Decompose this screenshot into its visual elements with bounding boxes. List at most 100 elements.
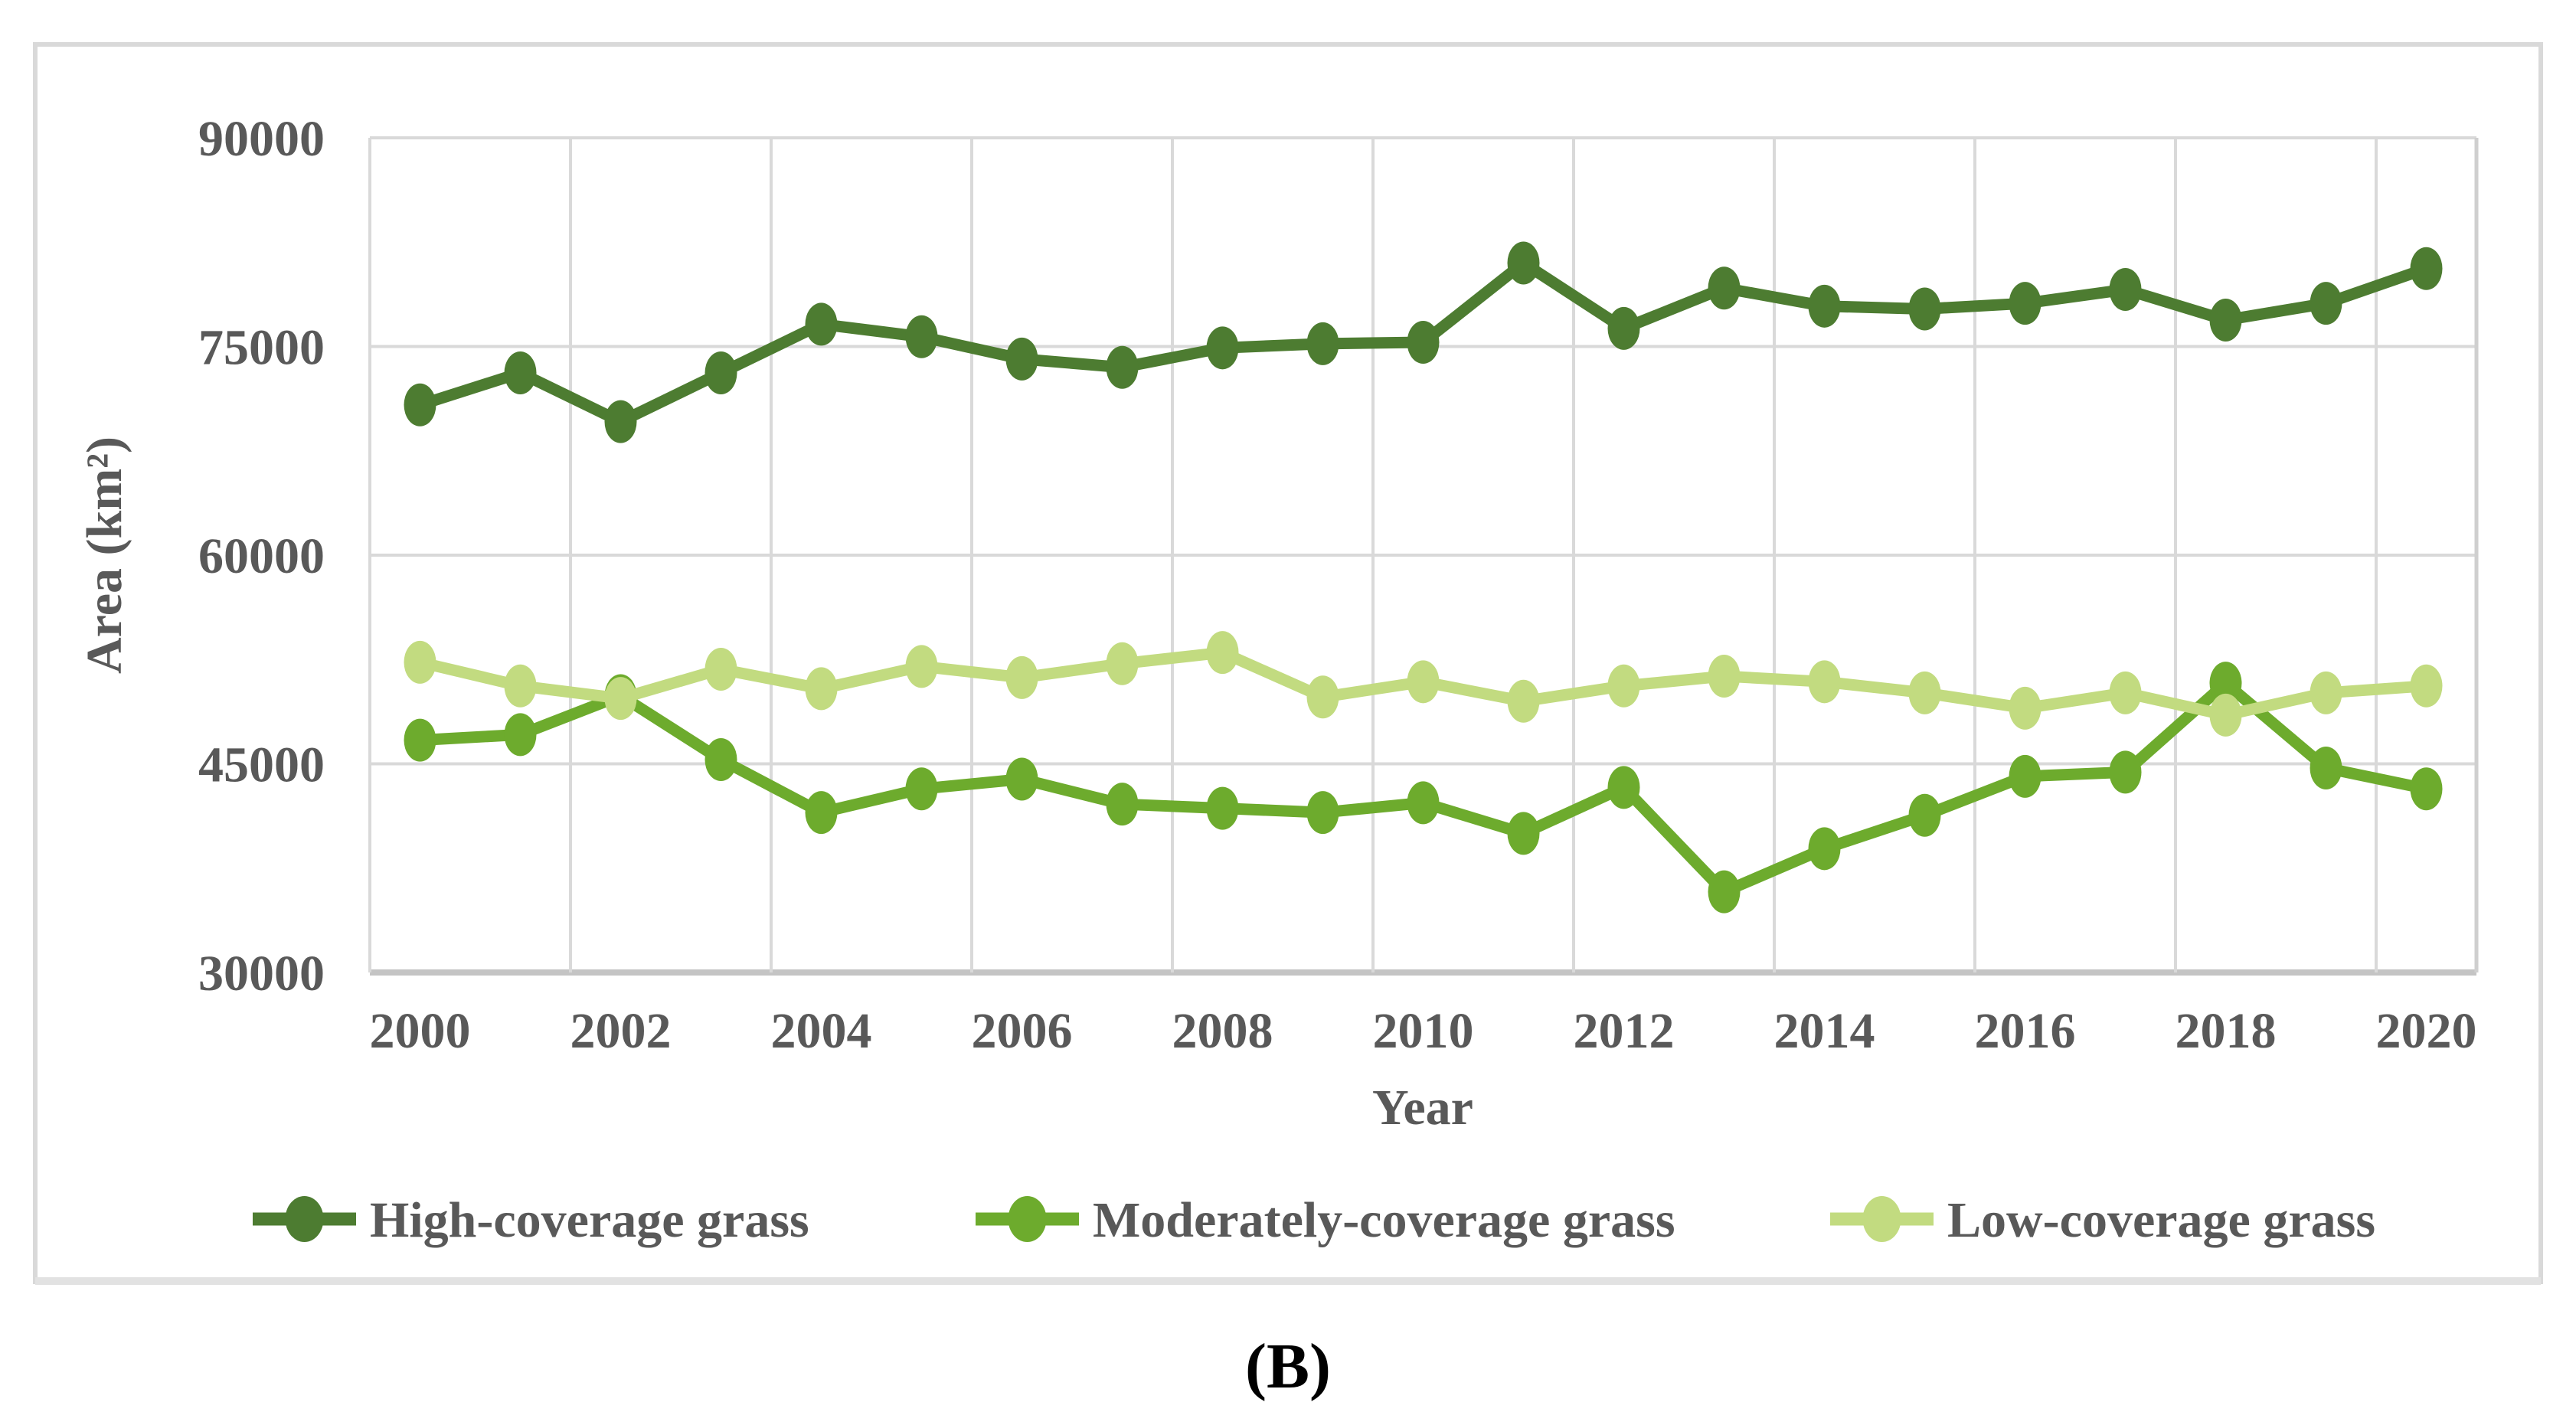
y-tick-label: 90000 <box>198 111 325 167</box>
x-tick-label: 2010 <box>1373 1003 1474 1059</box>
data-point <box>504 664 537 708</box>
y-tick-label: 75000 <box>198 320 325 376</box>
data-point <box>2009 686 2042 730</box>
legend-item: Low-coverage grass <box>1830 1192 2375 1248</box>
data-point <box>905 315 938 358</box>
data-point <box>1908 287 1941 331</box>
data-point <box>704 351 737 395</box>
x-tick-labels: 2000 2002 2004 2006 2008 2010 2012 2014 2016 2018… <box>370 1003 2477 1059</box>
data-point <box>2209 693 2242 737</box>
data-point <box>2310 671 2342 714</box>
data-point <box>2410 247 2443 290</box>
x-tick-label: 2012 <box>1574 1003 1675 1059</box>
data-point <box>1808 660 1841 704</box>
data-point <box>805 667 838 711</box>
data-point <box>1407 660 1440 704</box>
data-point <box>905 645 938 688</box>
data-point <box>1206 631 1239 675</box>
data-point <box>504 351 537 395</box>
legend-label: Moderately-coverage grass <box>1093 1192 1675 1248</box>
data-point <box>1407 321 1440 364</box>
data-point <box>1005 655 1038 699</box>
data-point <box>1908 793 1941 837</box>
legend-label: High-coverage grass <box>370 1192 809 1248</box>
series-moderately-coverage-grass <box>404 662 2443 914</box>
data-point <box>805 302 838 346</box>
data-point <box>2410 767 2443 811</box>
data-point <box>1507 812 1540 855</box>
figure-caption: (B) <box>1245 1331 1331 1402</box>
data-point <box>604 400 637 443</box>
data-point <box>2109 750 2142 794</box>
data-point <box>1106 642 1139 685</box>
y-tick-labels: 90000 75000 60000 45000 30000 <box>198 111 325 1002</box>
data-point <box>1708 870 1741 914</box>
legend-item: High-coverage grass <box>253 1192 809 1248</box>
data-point <box>1708 266 1741 310</box>
data-point <box>1306 675 1339 719</box>
chart-panel <box>33 42 2543 1284</box>
data-point <box>504 713 537 757</box>
data-point <box>604 677 637 721</box>
data-point <box>2310 282 2342 325</box>
data-point <box>1607 664 1640 708</box>
legend: High-coverage grass Moderately-coverage g… <box>253 1192 2375 1248</box>
data-point <box>1607 306 1640 350</box>
legend-marker-dot <box>285 1196 324 1242</box>
data-point <box>1507 679 1540 723</box>
data-point <box>404 640 436 684</box>
legend-label: Low-coverage grass <box>1947 1192 2375 1248</box>
x-tick-label: 2018 <box>2176 1003 2277 1059</box>
x-tick-label: 2016 <box>1975 1003 2076 1059</box>
y-axis-title: Area (km²) <box>77 436 132 674</box>
data-point <box>1407 781 1440 825</box>
y-tick-label: 60000 <box>198 528 325 584</box>
series-high-coverage-grass <box>404 241 2443 443</box>
data-point <box>1106 345 1139 389</box>
data-point <box>1908 671 1941 714</box>
y-tick-label: 30000 <box>198 946 325 1002</box>
data-point <box>1808 827 1841 871</box>
data-point <box>2410 664 2443 708</box>
x-tick-label: 2008 <box>1172 1003 1273 1059</box>
panel-bottom-shadow <box>35 1277 2541 1285</box>
data-point <box>1306 322 1339 365</box>
data-point <box>1206 326 1239 370</box>
x-tick-label: 2020 <box>2376 1003 2477 1059</box>
data-point <box>404 383 436 427</box>
series-low-coverage-grass <box>404 631 2443 737</box>
data-point <box>2209 662 2242 705</box>
x-tick-label: 2006 <box>972 1003 1073 1059</box>
y-tick-label: 45000 <box>198 737 325 793</box>
data-point <box>2009 754 2042 798</box>
data-point <box>1106 783 1139 826</box>
data-point <box>2209 298 2242 342</box>
data-point <box>1005 757 1038 801</box>
data-point <box>1507 241 1540 285</box>
data-point <box>805 791 838 835</box>
data-point <box>1206 786 1239 830</box>
data-point <box>905 767 938 811</box>
data-point <box>1306 791 1339 835</box>
x-tick-label: 2014 <box>1774 1003 1875 1059</box>
x-tick-label: 2002 <box>570 1003 672 1059</box>
x-tick-label: 2004 <box>771 1003 872 1059</box>
legend-marker-dot <box>1862 1196 1901 1242</box>
series-layer <box>404 241 2443 914</box>
data-point <box>704 738 737 782</box>
data-point <box>1708 655 1741 698</box>
data-point <box>2109 671 2142 714</box>
data-point <box>704 647 737 691</box>
data-point <box>1005 337 1038 381</box>
data-point <box>404 718 436 762</box>
x-axis-title: Year <box>1372 1080 1473 1136</box>
x-tick-label: 2000 <box>370 1003 471 1059</box>
legend-marker-dot <box>1008 1196 1047 1242</box>
data-point <box>2009 282 2042 325</box>
data-point <box>1808 284 1841 328</box>
legend-item: Moderately-coverage grass <box>976 1192 1675 1248</box>
data-point <box>2109 268 2142 312</box>
data-point <box>1607 766 1640 809</box>
